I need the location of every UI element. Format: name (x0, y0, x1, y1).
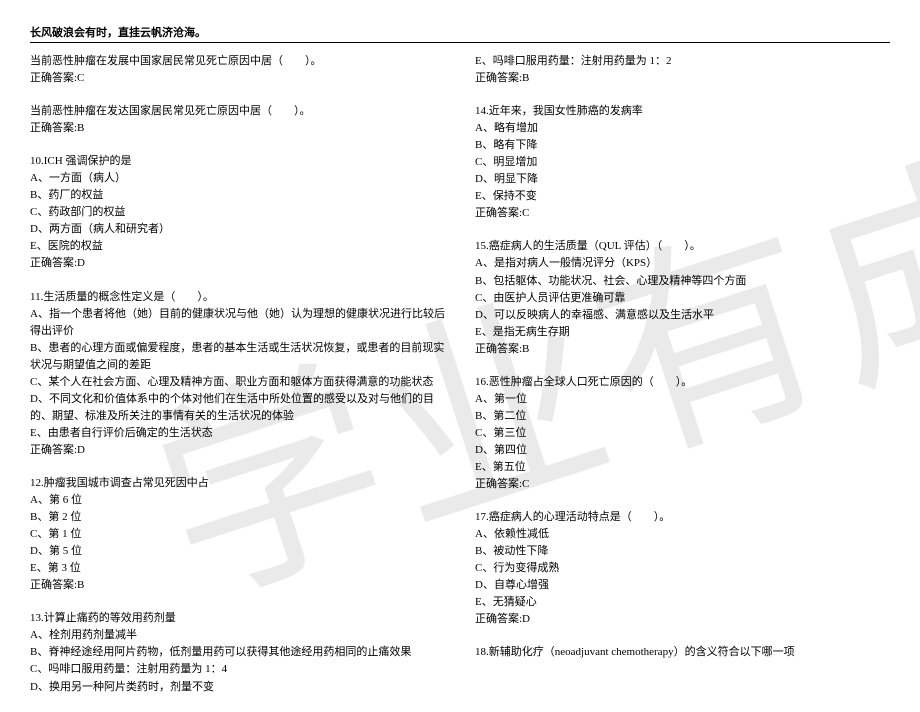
question-stem: 12.肿瘤我国城市调查占常见死因中占 (30, 475, 445, 492)
option-b: B、第二位 (475, 408, 890, 425)
question-17: 17.癌症病人的心理活动特点是（ ）。 A、依赖性减低 B、被动性下降 C、行为… (475, 509, 890, 628)
question-14: 14.近年来，我国女性肺癌的发病率 A、略有增加 B、略有下降 C、明显增加 D… (475, 103, 890, 222)
option-b: B、略有下降 (475, 137, 890, 154)
question-11: 11.生活质量的概念性定义是（ ）。 A、指一个患者将他（她）目前的健康状况与他… (30, 289, 445, 459)
option-b: B、脊神经途经用阿片药物，低剂量用药可以获得其他途经用药相同的止痛效果 (30, 644, 445, 661)
answer-line: 正确答案:B (30, 577, 445, 594)
option-a: A、指一个患者将他（她）目前的健康状况与他（她）认为理想的健康状况进行比较后得出… (30, 306, 445, 340)
answer-line: 正确答案:C (475, 205, 890, 222)
question-stem: 10.ICH 强调保护的是 (30, 153, 445, 170)
option-e: E、是指无病生存期 (475, 324, 890, 341)
option-c: C、某个人在社会方面、心理及精神方面、职业方面和躯体方面获得满意的功能状态 (30, 374, 445, 391)
question-stem: 17.癌症病人的心理活动特点是（ ）。 (475, 509, 890, 526)
answer-line: 正确答案:D (30, 442, 445, 459)
option-b: B、患者的心理方面或偏爱程度，患者的基本生活或生活状况恢复，或患者的目前现实状况… (30, 340, 445, 374)
content-columns: 当前恶性肿瘤在发展中国家居民常见死亡原因中居（ ）。 正确答案:C 当前恶性肿瘤… (30, 53, 890, 712)
page-container: 长风破浪会有时，直挂云帆济沧海。 当前恶性肿瘤在发展中国家居民常见死亡原因中居（… (0, 0, 920, 712)
question-15: 15.癌症病人的生活质量（QUL 评估）（ ）。 A、是指对病人一般情况评分（K… (475, 238, 890, 357)
page-header: 长风破浪会有时，直挂云帆济沧海。 (30, 24, 890, 43)
option-d: D、不同文化和价值体系中的个体对他们在生活中所处位置的感受以及对与他们的目的、期… (30, 391, 445, 425)
option-a: A、第 6 位 (30, 492, 445, 509)
question-stem: 16.恶性肿瘤占全球人口死亡原因的（ ）。 (475, 374, 890, 391)
option-a: A、是指对病人一般情况评分（KPS） (475, 255, 890, 272)
option-a: A、第一位 (475, 391, 890, 408)
option-b: B、被动性下降 (475, 543, 890, 560)
option-c: C、行为变得成熟 (475, 560, 890, 577)
question-13: 13.计算止痛药的等效用药剂量 A、栓剂用药剂量减半 B、脊神经途经用阿片药物，… (30, 610, 445, 695)
answer-line: 正确答案:C (475, 476, 890, 493)
option-a: A、依赖性减低 (475, 526, 890, 543)
option-a: A、栓剂用药剂量减半 (30, 627, 445, 644)
option-b: B、药厂的权益 (30, 187, 445, 204)
question-13-continued: E、吗啡口服用药量：注射用药量为 1：2 正确答案:B (475, 53, 890, 87)
question-12: 12.肿瘤我国城市调查占常见死因中占 A、第 6 位 B、第 2 位 C、第 1… (30, 475, 445, 594)
option-e: E、吗啡口服用药量：注射用药量为 1：2 (475, 53, 890, 70)
option-e: E、第五位 (475, 459, 890, 476)
answer-line: 正确答案:C (30, 70, 445, 87)
option-c: C、明显增加 (475, 154, 890, 171)
question-stem: 当前恶性肿瘤在发展中国家居民常见死亡原因中居（ ）。 (30, 53, 445, 70)
answer-line: 正确答案:B (30, 120, 445, 137)
option-d: D、自尊心增强 (475, 577, 890, 594)
question-stem: 18.新辅助化疗（neoadjuvant chemotherapy）的含义符合以… (475, 644, 890, 661)
answer-line: 正确答案:B (475, 70, 890, 87)
option-c: C、由医护人员评估更准确可靠 (475, 290, 890, 307)
question-10: 10.ICH 强调保护的是 A、一方面（病人） B、药厂的权益 C、药政部门的权… (30, 153, 445, 272)
answer-line: 正确答案:D (475, 611, 890, 628)
left-column: 当前恶性肿瘤在发展中国家居民常见死亡原因中居（ ）。 正确答案:C 当前恶性肿瘤… (30, 53, 445, 712)
option-c: C、吗啡口服用药量：注射用药量为 1：4 (30, 661, 445, 678)
option-d: D、可以反映病人的幸福感、满意感以及生活水平 (475, 307, 890, 324)
question-18: 18.新辅助化疗（neoadjuvant chemotherapy）的含义符合以… (475, 644, 890, 661)
question-16: 16.恶性肿瘤占全球人口死亡原因的（ ）。 A、第一位 B、第二位 C、第三位 … (475, 374, 890, 493)
answer-line: 正确答案:D (30, 255, 445, 272)
question-stem: 当前恶性肿瘤在发达国家居民常见死亡原因中居（ ）。 (30, 103, 445, 120)
option-d: D、换用另一种阿片类药时，剂量不变 (30, 679, 445, 696)
option-d: D、明显下降 (475, 171, 890, 188)
option-b: B、包括躯体、功能状况、社会、心理及精神等四个方面 (475, 273, 890, 290)
option-b: B、第 2 位 (30, 509, 445, 526)
stub-question-1: 当前恶性肿瘤在发展中国家居民常见死亡原因中居（ ）。 正确答案:C (30, 53, 445, 87)
option-e: E、第 3 位 (30, 560, 445, 577)
option-a: A、一方面（病人） (30, 170, 445, 187)
option-c: C、药政部门的权益 (30, 204, 445, 221)
option-e: E、保持不变 (475, 188, 890, 205)
question-stem: 15.癌症病人的生活质量（QUL 评估）（ ）。 (475, 238, 890, 255)
option-a: A、略有增加 (475, 120, 890, 137)
answer-line: 正确答案:B (475, 341, 890, 358)
option-c: C、第三位 (475, 425, 890, 442)
option-d: D、第四位 (475, 442, 890, 459)
option-e: E、无猜疑心 (475, 594, 890, 611)
option-e: E、由患者自行评价后确定的生活状态 (30, 425, 445, 442)
stub-question-2: 当前恶性肿瘤在发达国家居民常见死亡原因中居（ ）。 正确答案:B (30, 103, 445, 137)
question-stem: 11.生活质量的概念性定义是（ ）。 (30, 289, 445, 306)
question-stem: 13.计算止痛药的等效用药剂量 (30, 610, 445, 627)
option-c: C、第 1 位 (30, 526, 445, 543)
option-e: E、医院的权益 (30, 238, 445, 255)
question-stem: 14.近年来，我国女性肺癌的发病率 (475, 103, 890, 120)
option-d: D、第 5 位 (30, 543, 445, 560)
right-column: E、吗啡口服用药量：注射用药量为 1：2 正确答案:B 14.近年来，我国女性肺… (475, 53, 890, 712)
option-d: D、两方面（病人和研究者） (30, 221, 445, 238)
header-title: 长风破浪会有时，直挂云帆济沧海。 (30, 24, 890, 40)
